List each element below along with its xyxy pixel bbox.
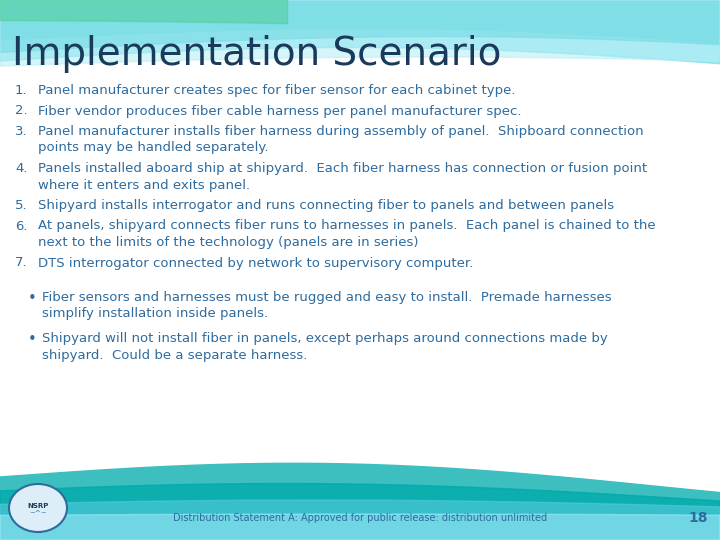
Text: 5.: 5. [15, 199, 27, 212]
Text: Panels installed aboard ship at shipyard.  Each fiber harness has connection or : Panels installed aboard ship at shipyard… [38, 162, 647, 175]
Text: •: • [28, 332, 37, 347]
Text: Distribution Statement A: Approved for public release: distribution unlimited: Distribution Statement A: Approved for p… [173, 513, 547, 523]
Text: At panels, shipyard connects fiber runs to harnesses in panels.  Each panel is c: At panels, shipyard connects fiber runs … [38, 219, 656, 233]
Ellipse shape [9, 484, 67, 532]
Text: points may be handled separately.: points may be handled separately. [38, 141, 269, 154]
Text: 7.: 7. [15, 256, 27, 269]
Text: simplify installation inside panels.: simplify installation inside panels. [42, 307, 268, 321]
Text: 2.: 2. [15, 105, 27, 118]
Text: DTS interrogator connected by network to supervisory computer.: DTS interrogator connected by network to… [38, 256, 473, 269]
Text: 3.: 3. [15, 125, 27, 138]
Text: 18: 18 [688, 511, 708, 525]
Text: Panel manufacturer installs fiber harness during assembly of panel.  Shipboard c: Panel manufacturer installs fiber harnes… [38, 125, 644, 138]
Text: Fiber sensors and harnesses must be rugged and easy to install.  Premade harness: Fiber sensors and harnesses must be rugg… [42, 291, 611, 304]
Text: where it enters and exits panel.: where it enters and exits panel. [38, 179, 250, 192]
Text: Fiber vendor produces fiber cable harness per panel manufacturer spec.: Fiber vendor produces fiber cable harnes… [38, 105, 521, 118]
Text: 6.: 6. [15, 219, 27, 233]
Text: NSRP: NSRP [27, 503, 49, 509]
Text: Shipyard installs interrogator and runs connecting fiber to panels and between p: Shipyard installs interrogator and runs … [38, 199, 614, 212]
Text: 1.: 1. [15, 84, 27, 97]
Text: 4.: 4. [15, 162, 27, 175]
Text: shipyard.  Could be a separate harness.: shipyard. Could be a separate harness. [42, 348, 307, 361]
Text: Shipyard will not install fiber in panels, except perhaps around connections mad: Shipyard will not install fiber in panel… [42, 332, 608, 345]
Text: ~^~: ~^~ [30, 509, 47, 515]
Text: next to the limits of the technology (panels are in series): next to the limits of the technology (pa… [38, 236, 418, 249]
Text: •: • [28, 291, 37, 306]
Text: Panel manufacturer creates spec for fiber sensor for each cabinet type.: Panel manufacturer creates spec for fibe… [38, 84, 516, 97]
Text: Implementation Scenario: Implementation Scenario [12, 35, 501, 73]
